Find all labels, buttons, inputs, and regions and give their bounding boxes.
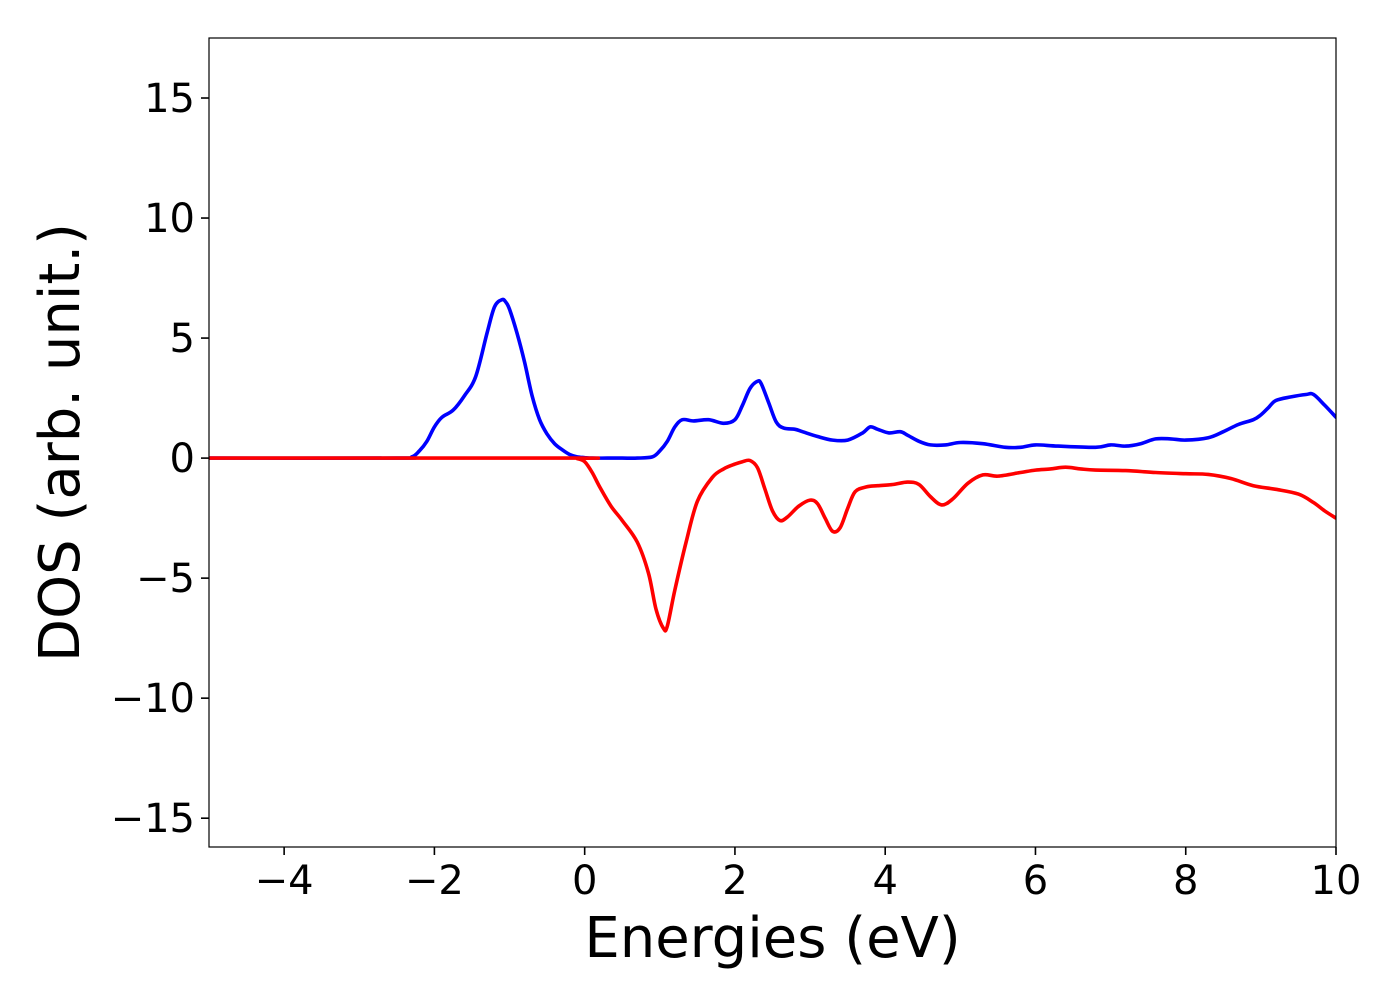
y-tick-label: 5 — [170, 316, 195, 362]
x-tick-label: 10 — [1311, 858, 1362, 904]
series-layer — [209, 297, 1336, 633]
x-tick-label: 4 — [872, 858, 897, 904]
x-tick-label: 8 — [1173, 858, 1198, 904]
x-tick-label: −2 — [405, 858, 464, 904]
x-tick-label: −4 — [255, 858, 314, 904]
plot-frame — [208, 37, 1337, 848]
x-tick-label: 6 — [1023, 858, 1048, 904]
y-tick-label: −10 — [111, 676, 195, 722]
x-axis: −4 −2 0 2 4 6 8 10 — [255, 847, 1362, 904]
x-axis-title: Energies (eV) — [584, 906, 960, 971]
y-tick-label: 15 — [144, 76, 195, 122]
x-tick-label: 0 — [572, 858, 597, 904]
y-axis-title: DOS (arb. unit.) — [28, 223, 93, 662]
y-tick-label: −5 — [136, 556, 195, 602]
y-tick-label: 0 — [170, 436, 195, 482]
y-axis: −15 −10 −5 0 5 10 15 — [111, 76, 209, 842]
y-tick-label: 10 — [144, 196, 195, 242]
x-tick-label: 2 — [722, 858, 747, 904]
y-tick-label: −15 — [111, 796, 195, 842]
series-line-red — [209, 456, 1336, 633]
series-line-blue — [209, 297, 1336, 460]
